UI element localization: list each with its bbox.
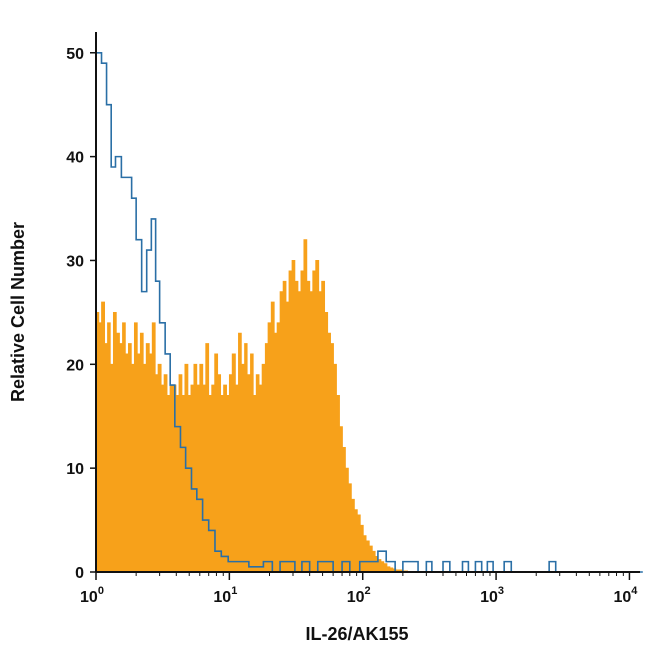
y-tick-label: 50: [66, 46, 84, 63]
y-tick-label: 0: [75, 565, 84, 582]
y-axis-title: Relative Cell Number: [8, 222, 28, 402]
series-0-filled-histogram: [95, 239, 435, 573]
x-tick-label: 101: [213, 585, 237, 606]
y-tick-label: 20: [66, 357, 84, 374]
y-tick-label: 40: [66, 150, 84, 167]
series-1-outline-histogram: [96, 51, 643, 573]
x-tick-label: 102: [347, 585, 371, 606]
x-tick-label: 104: [613, 585, 638, 606]
series-layer: [95, 51, 643, 573]
x-axis-title: IL-26/AK155: [305, 624, 408, 644]
y-tick-label: 10: [66, 461, 84, 478]
ticks-layer: 0 10 20 30 40 50 100 101 102 103 104: [66, 46, 638, 606]
axes-layer: [95, 32, 640, 573]
x-tick-label: 100: [80, 585, 104, 606]
x-tick-label: 103: [480, 585, 504, 606]
y-tick-label: 30: [66, 253, 84, 270]
